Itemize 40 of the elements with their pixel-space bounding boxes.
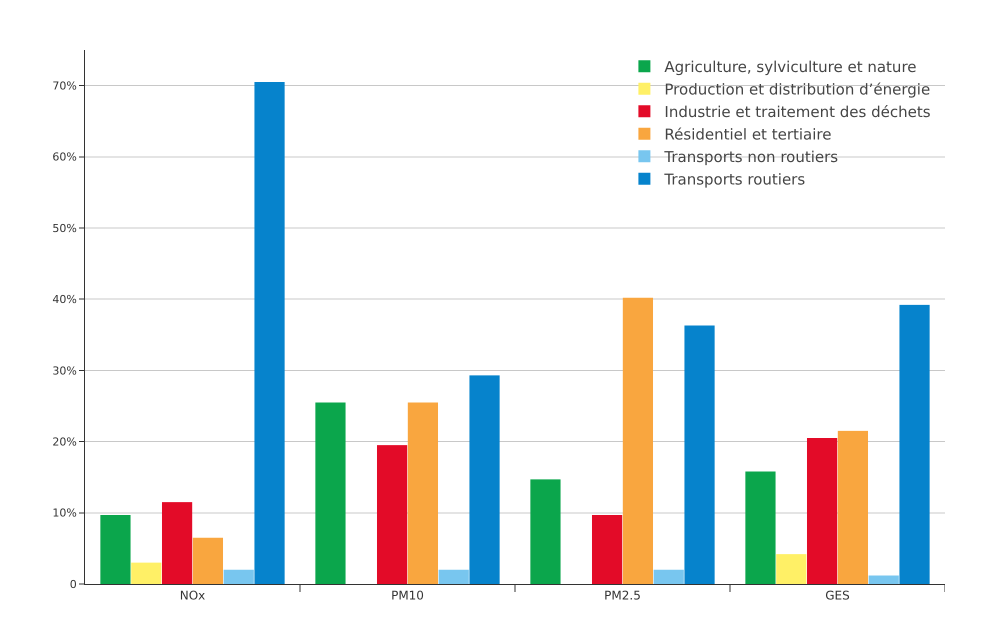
bar	[868, 575, 899, 584]
y-tick-label: 40%	[52, 293, 77, 306]
y-tick-label: 50%	[52, 222, 77, 235]
bar	[408, 402, 438, 584]
legend-label: Transports non routiers	[663, 148, 838, 166]
legend-label: Agriculture, sylviculture et nature	[664, 58, 917, 76]
y-tick-label: 60%	[52, 150, 77, 164]
x-tick-label: NOx	[180, 588, 206, 602]
bar	[776, 554, 806, 584]
x-tick-label: GES	[825, 588, 850, 602]
bar	[438, 570, 469, 584]
legend-label: Production et distribution d’énergie	[664, 80, 930, 99]
bar	[745, 472, 776, 584]
bar	[192, 538, 224, 584]
x-tick-label: PM2.5	[604, 588, 641, 602]
bar	[899, 304, 930, 584]
y-tick-label: 30%	[52, 364, 77, 378]
y-tick-label: 10%	[52, 506, 77, 520]
y-tick-label: 70%	[52, 79, 77, 92]
y-tick-label: 20%	[52, 435, 77, 448]
bar	[469, 375, 500, 584]
legend-label: Industrie et traitement des déchets	[664, 103, 931, 122]
bar	[530, 479, 561, 584]
y-tick-label: 0	[70, 578, 77, 591]
legend-label: Transports routiers	[663, 170, 806, 189]
x-tick-label: PM10	[391, 588, 424, 602]
bar	[131, 562, 162, 584]
bar	[622, 298, 654, 584]
bar	[376, 445, 408, 584]
bar	[162, 502, 192, 584]
bar	[654, 570, 684, 584]
bar	[254, 82, 285, 584]
bar	[806, 438, 838, 584]
bar	[315, 402, 346, 584]
bar	[592, 514, 622, 584]
bar	[100, 514, 131, 584]
bar	[684, 326, 715, 584]
legend-label: Résidentiel et tertiaire	[664, 126, 832, 144]
bar	[224, 570, 254, 584]
bar	[838, 430, 868, 584]
